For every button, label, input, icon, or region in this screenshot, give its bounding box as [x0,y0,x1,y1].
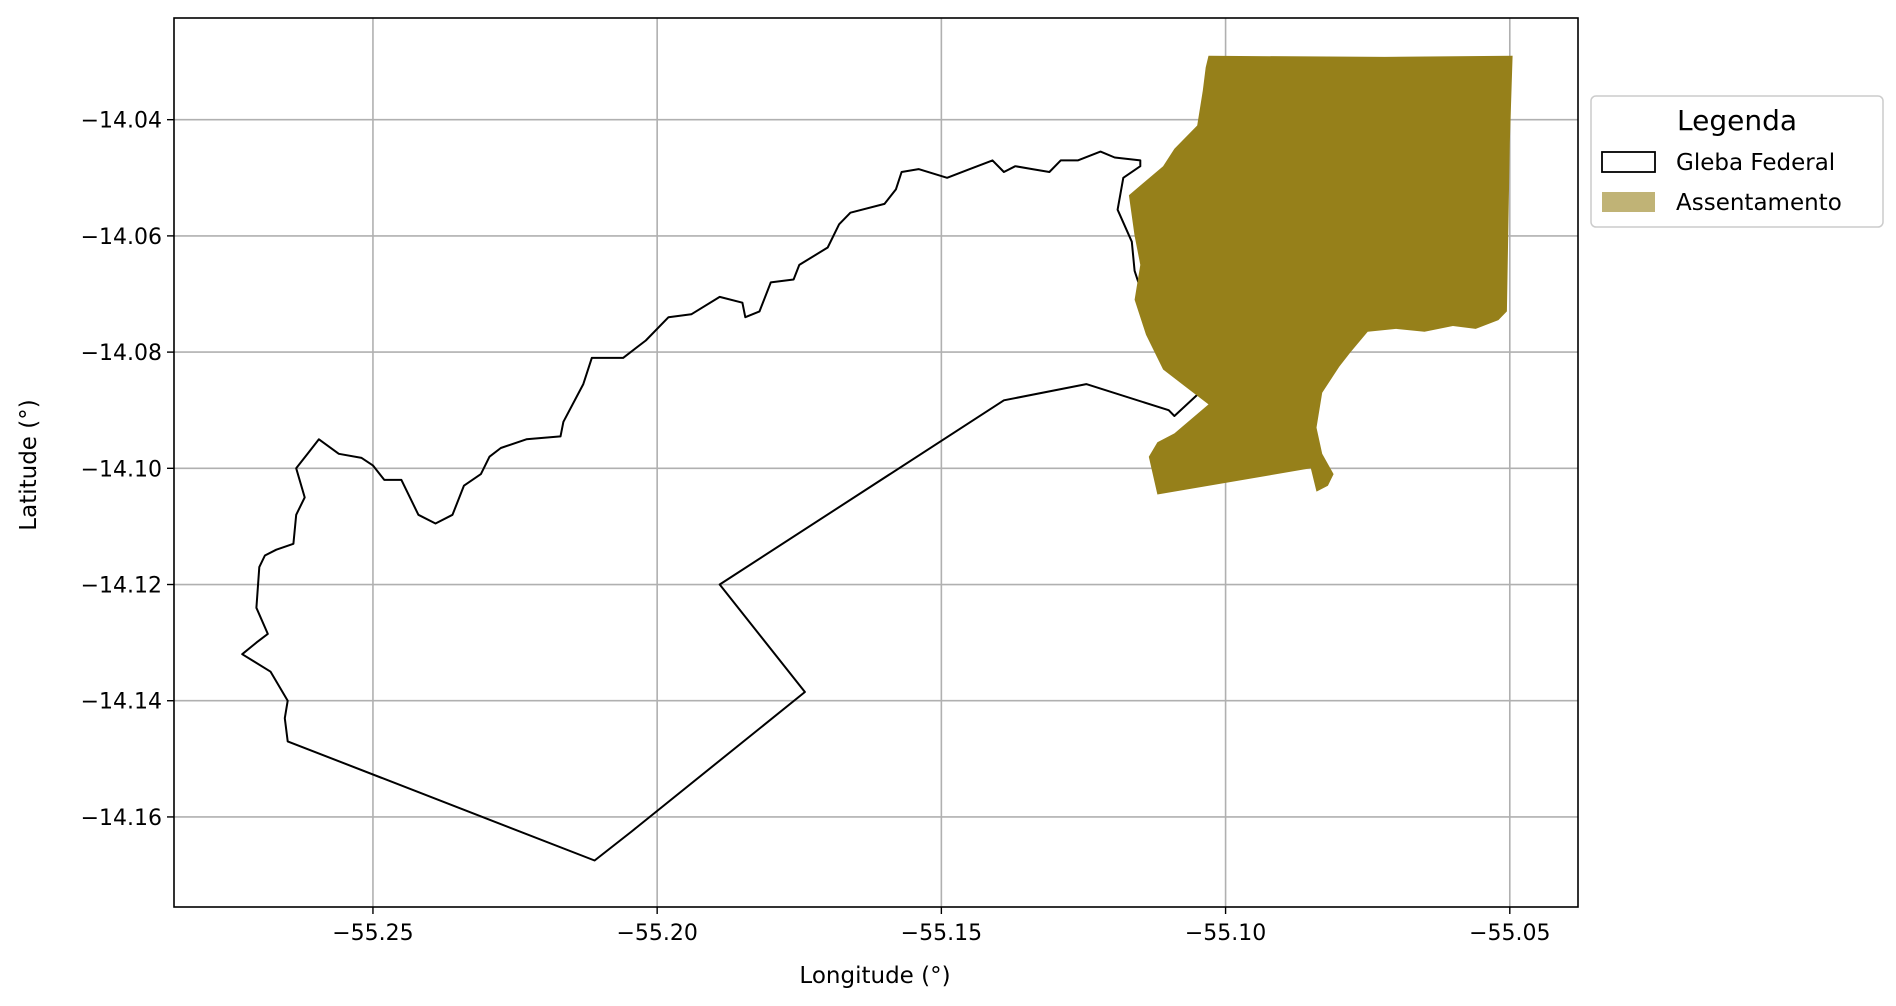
y-axis-title: Latitude (°) [16,399,42,530]
legend-label-assentamento: Assentamento [1676,190,1842,216]
x-tick-label: −55.05 [1469,921,1550,946]
plot-frame [173,17,1579,908]
grid-lines [174,18,1578,907]
legend-title: Legenda [1677,104,1797,137]
legend-swatch-assentamento [1602,192,1655,212]
legend: Legenda Gleba Federal Assentamento [1590,95,1884,228]
y-tick-label: −14.06 [81,225,162,250]
map-features [241,55,1513,862]
y-tick-label: −14.08 [81,341,162,366]
x-axis-title: Longitude (°) [799,963,950,989]
y-tick-label: −14.14 [81,690,162,715]
x-tick-label: −55.15 [901,921,982,946]
y-tick-label: −14.12 [81,574,162,599]
y-tick-label: −14.04 [81,109,162,134]
legend-swatch-gleba-federal [1601,151,1656,173]
x-tick-label: −55.20 [616,921,697,946]
assentamento-polygon [1128,55,1513,495]
legend-label-gleba-federal: Gleba Federal [1676,150,1835,176]
axis-ticks: −55.25 −55.20 −55.15 −55.10 −55.05 −14.04 −14.… [81,109,1551,946]
y-tick-label: −14.16 [81,806,162,831]
x-tick-label: −55.10 [1185,921,1266,946]
x-tick-label: −55.25 [332,921,413,946]
legend-box [1590,95,1884,228]
y-tick-label: −14.10 [81,457,162,482]
gleba-federal-polygon [241,150,1207,862]
